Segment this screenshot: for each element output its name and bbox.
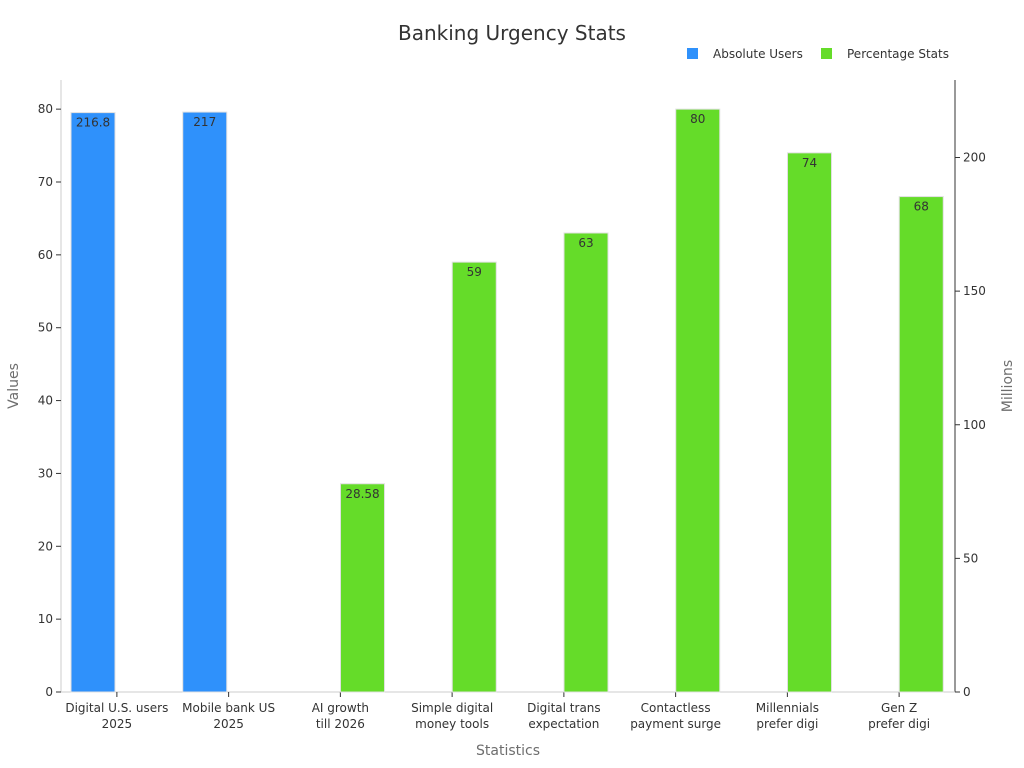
y2-tick-label: 150	[963, 284, 986, 298]
x-tick-label: Mobile bank US 2025	[182, 701, 275, 731]
bar-data-label: 59	[467, 265, 482, 279]
y2-axis-label: Millions	[1000, 360, 1016, 412]
bar-data-label: 217	[193, 115, 216, 129]
bar	[898, 196, 944, 693]
y-tick-label: 40	[38, 394, 53, 408]
y2-tick-label: 200	[963, 151, 986, 165]
chart-title: Banking Urgency Stats	[398, 21, 626, 45]
y2-tick-label: 0	[963, 685, 971, 699]
bar-data-label: 28.58	[345, 487, 379, 501]
y-tick-label: 10	[38, 612, 53, 626]
x-tick-label: Millennials prefer digi	[756, 701, 819, 731]
y-tick-label: 30	[38, 466, 53, 480]
bar	[787, 152, 832, 693]
bar	[340, 483, 385, 693]
y-tick-label: 60	[38, 248, 53, 262]
bar-data-label: 63	[578, 236, 593, 250]
y2-tick-label: 100	[963, 418, 986, 432]
y-tick-label: 0	[45, 685, 53, 699]
bar	[70, 112, 116, 693]
x-axis-label: Statistics	[476, 743, 540, 759]
axes: 0 10 20 30 40 50 60 70 80 0 50 100 150 200 Digital U.S…	[38, 80, 986, 731]
y-axis-label: Values	[6, 363, 22, 409]
bar-data-label: 68	[914, 200, 929, 214]
bar-data-label: 74	[802, 156, 817, 170]
bar-data-label: 80	[690, 112, 705, 126]
x-tick-label: Contactless payment surge	[630, 701, 721, 731]
legend: Absolute Users Percentage Stats	[687, 47, 949, 61]
bar	[182, 111, 228, 693]
bar	[563, 232, 609, 693]
legend-swatch	[821, 48, 832, 59]
legend-label: Absolute Users	[713, 47, 803, 61]
y-tick-label: 80	[38, 102, 53, 116]
x-tick-label: AI growth till 2026	[312, 701, 369, 731]
bars: 216.8 217 28.58 59 63 80 74 68	[70, 108, 944, 693]
bar	[451, 261, 497, 693]
legend-swatch	[687, 48, 698, 59]
y-tick-label: 70	[38, 175, 53, 189]
x-tick-label: Simple digital money tools	[411, 701, 493, 731]
bar	[675, 108, 721, 693]
x-tick-label: Digital trans expectation	[527, 701, 601, 731]
y-tick-label: 20	[38, 539, 53, 553]
x-tick-label: Digital U.S. users 2025	[65, 701, 168, 731]
y-tick-label: 50	[38, 321, 53, 335]
y2-tick-label: 50	[963, 551, 978, 565]
bar-data-label: 216.8	[76, 116, 110, 130]
legend-label: Percentage Stats	[847, 47, 949, 61]
